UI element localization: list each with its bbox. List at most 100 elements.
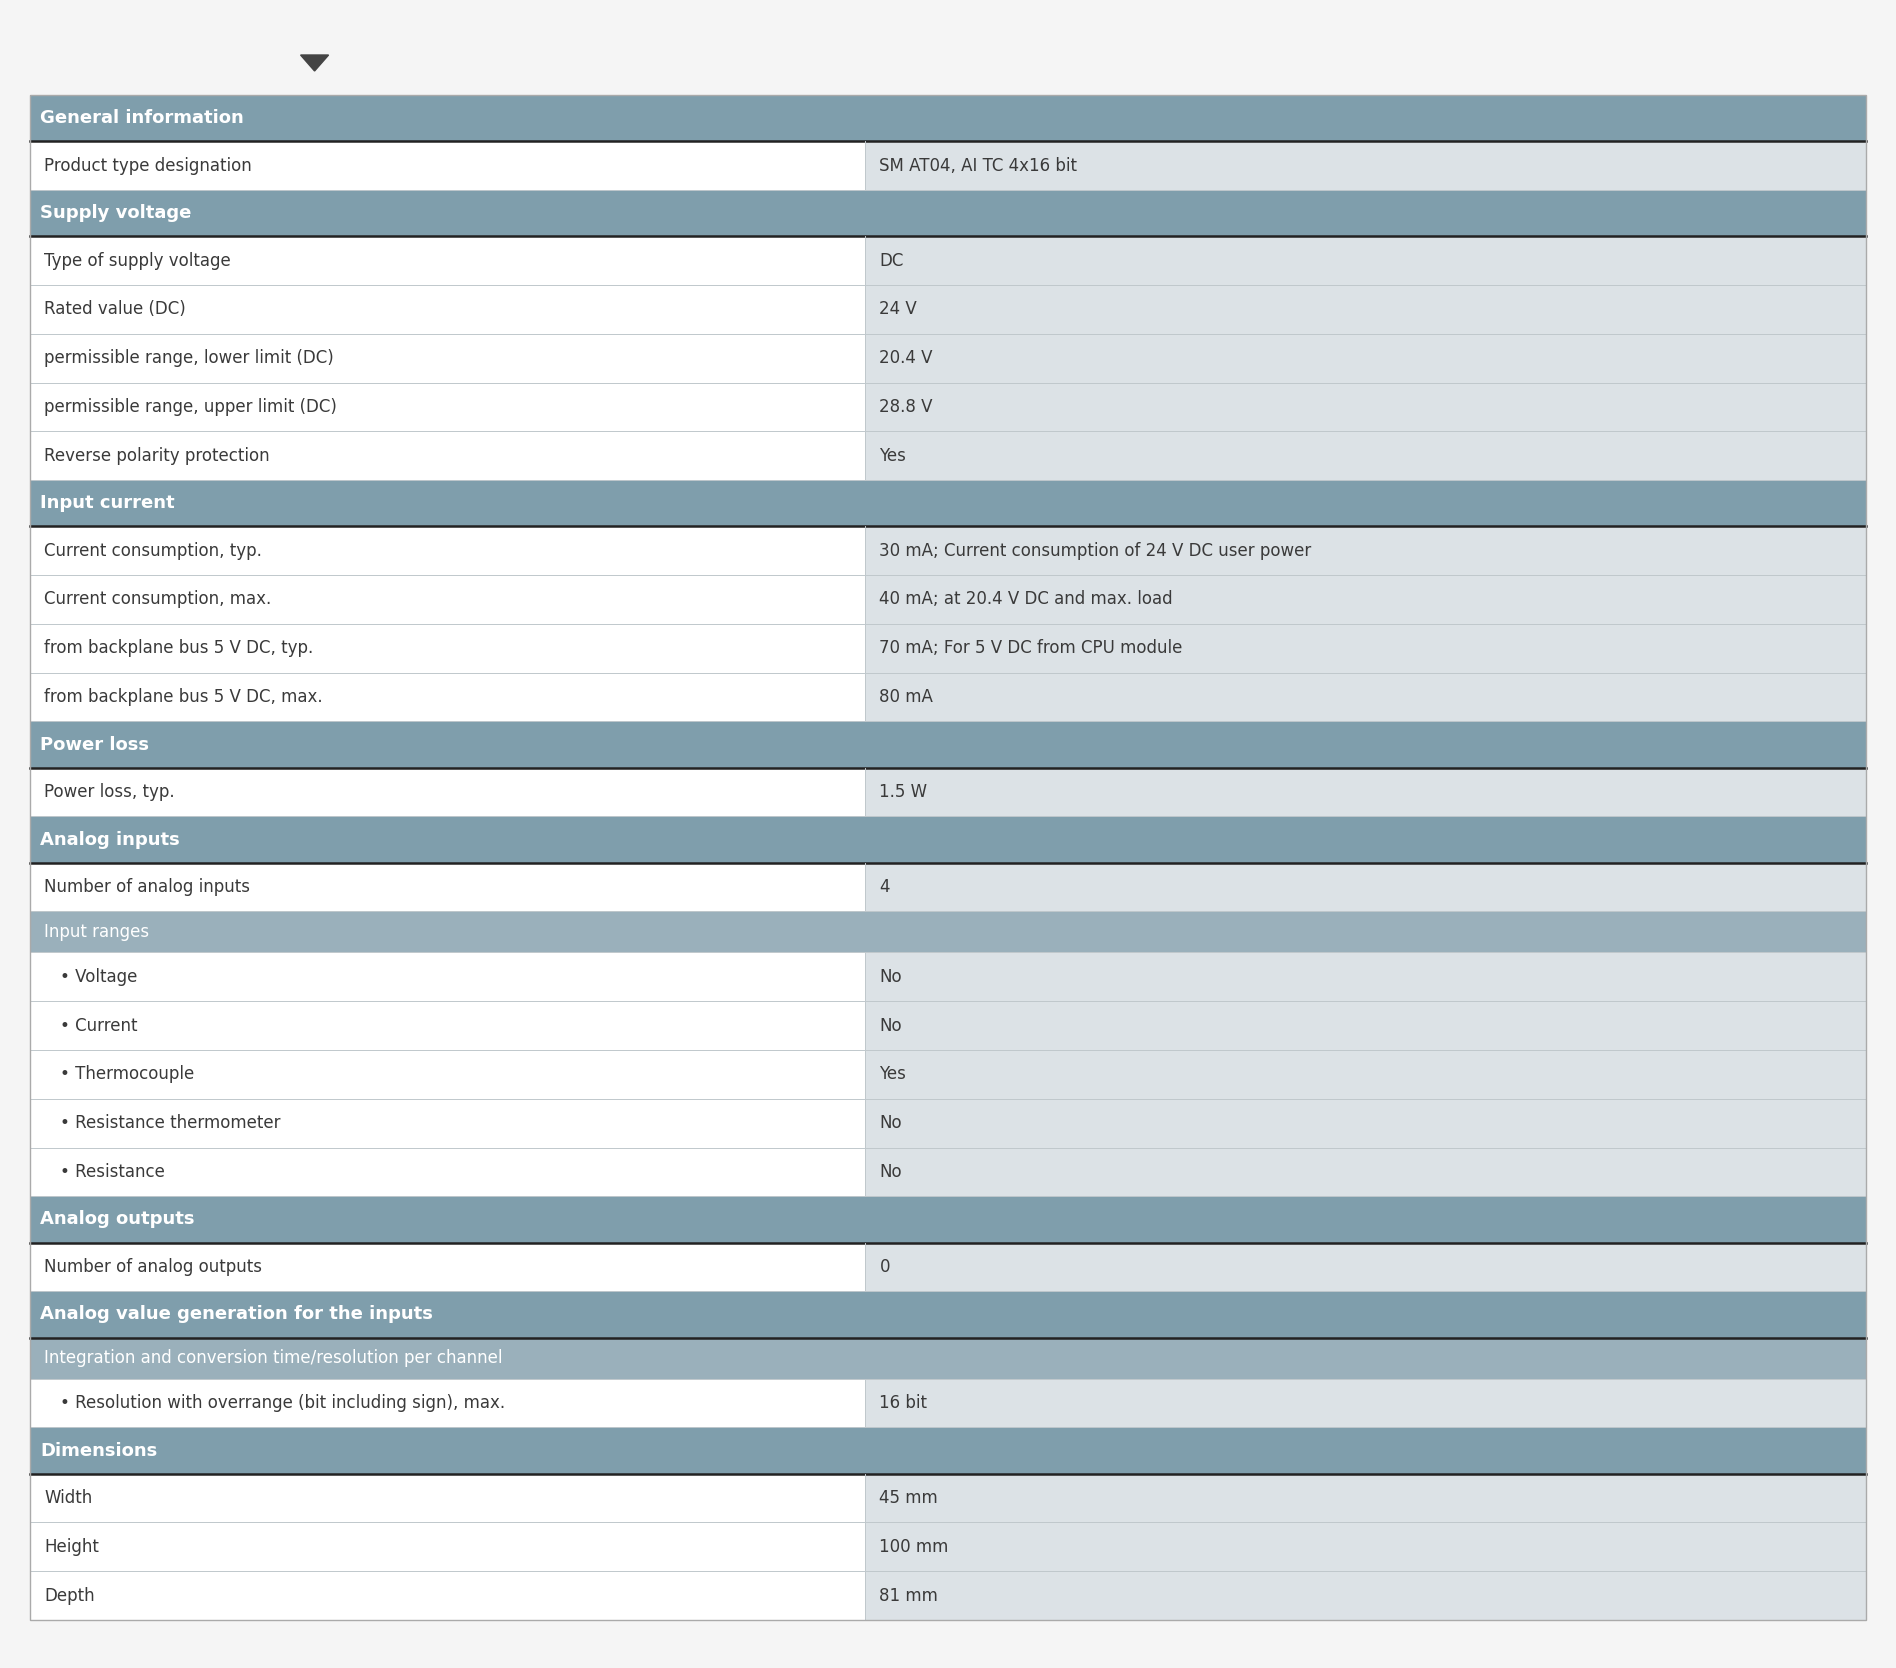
Text: from backplane bus 5 V DC, typ.: from backplane bus 5 V DC, typ.	[44, 639, 313, 657]
Text: • Current: • Current	[61, 1017, 138, 1034]
Bar	[865, 1473, 1866, 1523]
Text: 80 mA: 80 mA	[880, 687, 933, 706]
Bar	[865, 285, 1866, 334]
Text: Type of supply voltage: Type of supply voltage	[44, 252, 231, 270]
Text: Yes: Yes	[880, 447, 906, 465]
Bar	[30, 862, 865, 911]
Bar	[30, 1473, 865, 1523]
Bar	[30, 911, 1866, 952]
Bar	[30, 190, 1866, 237]
Bar	[30, 1196, 1866, 1243]
Bar	[865, 952, 1866, 1001]
Bar	[30, 1051, 865, 1099]
Bar	[865, 1099, 1866, 1148]
Text: 4: 4	[880, 877, 889, 896]
Bar	[30, 382, 865, 432]
Bar	[30, 722, 1866, 767]
Text: Integration and conversion time/resolution per channel: Integration and conversion time/resoluti…	[44, 1349, 502, 1368]
Text: Power loss, typ.: Power loss, typ.	[44, 782, 174, 801]
Text: from backplane bus 5 V DC, max.: from backplane bus 5 V DC, max.	[44, 687, 322, 706]
Text: Supply voltage: Supply voltage	[40, 203, 191, 222]
Bar	[865, 334, 1866, 382]
Text: No: No	[880, 1163, 902, 1181]
Polygon shape	[301, 55, 328, 72]
Bar	[30, 527, 865, 575]
Text: 45 mm: 45 mm	[880, 1490, 939, 1508]
Text: No: No	[880, 967, 902, 986]
Bar	[30, 1338, 1866, 1379]
Bar	[30, 1001, 865, 1051]
Text: Dimensions: Dimensions	[40, 1441, 157, 1460]
Bar	[30, 1291, 1866, 1338]
Text: 81 mm: 81 mm	[880, 1586, 939, 1605]
Bar	[865, 237, 1866, 285]
Bar	[865, 862, 1866, 911]
Bar	[30, 432, 865, 480]
Bar	[30, 1099, 865, 1148]
Bar	[30, 767, 865, 816]
Bar	[30, 1148, 865, 1196]
Bar	[30, 334, 865, 382]
Text: SM AT04, AI TC 4x16 bit: SM AT04, AI TC 4x16 bit	[880, 157, 1077, 175]
Text: Height: Height	[44, 1538, 99, 1556]
Text: Number of analog outputs: Number of analog outputs	[44, 1258, 262, 1276]
Bar	[30, 142, 865, 190]
Bar	[30, 1523, 865, 1571]
Bar	[30, 1243, 865, 1291]
Bar	[865, 1523, 1866, 1571]
Bar	[30, 624, 865, 672]
Bar	[30, 672, 865, 722]
Bar	[865, 1571, 1866, 1620]
Text: 28.8 V: 28.8 V	[880, 399, 933, 415]
Text: Reverse polarity protection: Reverse polarity protection	[44, 447, 269, 465]
Bar	[865, 527, 1866, 575]
Bar	[30, 952, 865, 1001]
Text: Current consumption, max.: Current consumption, max.	[44, 590, 271, 609]
Bar	[30, 1571, 865, 1620]
Text: • Resistance thermometer: • Resistance thermometer	[61, 1114, 281, 1133]
Text: 70 mA; For 5 V DC from CPU module: 70 mA; For 5 V DC from CPU module	[880, 639, 1183, 657]
Text: 30 mA; Current consumption of 24 V DC user power: 30 mA; Current consumption of 24 V DC us…	[880, 542, 1312, 560]
Text: 16 bit: 16 bit	[880, 1394, 927, 1413]
Bar	[865, 1001, 1866, 1051]
Text: Number of analog inputs: Number of analog inputs	[44, 877, 250, 896]
Text: Yes: Yes	[880, 1066, 906, 1084]
Bar	[865, 624, 1866, 672]
Text: Current consumption, typ.: Current consumption, typ.	[44, 542, 262, 560]
Text: Width: Width	[44, 1490, 93, 1508]
Text: Depth: Depth	[44, 1586, 95, 1605]
Text: DC: DC	[880, 252, 904, 270]
Text: Rated value (DC): Rated value (DC)	[44, 300, 186, 319]
Text: No: No	[880, 1114, 902, 1133]
Text: • Resolution with overrange (bit including sign), max.: • Resolution with overrange (bit includi…	[61, 1394, 504, 1413]
Text: 24 V: 24 V	[880, 300, 918, 319]
Text: Product type designation: Product type designation	[44, 157, 252, 175]
Bar	[865, 382, 1866, 432]
Bar	[865, 1051, 1866, 1099]
Text: General information: General information	[40, 108, 245, 127]
Text: Input ranges: Input ranges	[44, 922, 150, 941]
Text: 1.5 W: 1.5 W	[880, 782, 927, 801]
Bar	[30, 237, 865, 285]
Text: No: No	[880, 1017, 902, 1034]
Bar	[865, 1148, 1866, 1196]
Bar	[865, 575, 1866, 624]
Text: Power loss: Power loss	[40, 736, 150, 754]
Bar	[30, 1379, 865, 1428]
Text: Input current: Input current	[40, 494, 174, 512]
Bar	[865, 432, 1866, 480]
Text: • Thermocouple: • Thermocouple	[61, 1066, 193, 1084]
Bar	[30, 95, 1866, 142]
Text: • Voltage: • Voltage	[61, 967, 137, 986]
Bar	[30, 1428, 1866, 1473]
Bar	[865, 672, 1866, 722]
Text: 100 mm: 100 mm	[880, 1538, 948, 1556]
Bar	[865, 1379, 1866, 1428]
Bar	[30, 480, 1866, 527]
Text: permissible range, lower limit (DC): permissible range, lower limit (DC)	[44, 349, 334, 367]
Text: 40 mA; at 20.4 V DC and max. load: 40 mA; at 20.4 V DC and max. load	[880, 590, 1174, 609]
Bar	[865, 1243, 1866, 1291]
Text: Analog inputs: Analog inputs	[40, 831, 180, 849]
Text: Analog value generation for the inputs: Analog value generation for the inputs	[40, 1306, 432, 1323]
Bar	[30, 285, 865, 334]
